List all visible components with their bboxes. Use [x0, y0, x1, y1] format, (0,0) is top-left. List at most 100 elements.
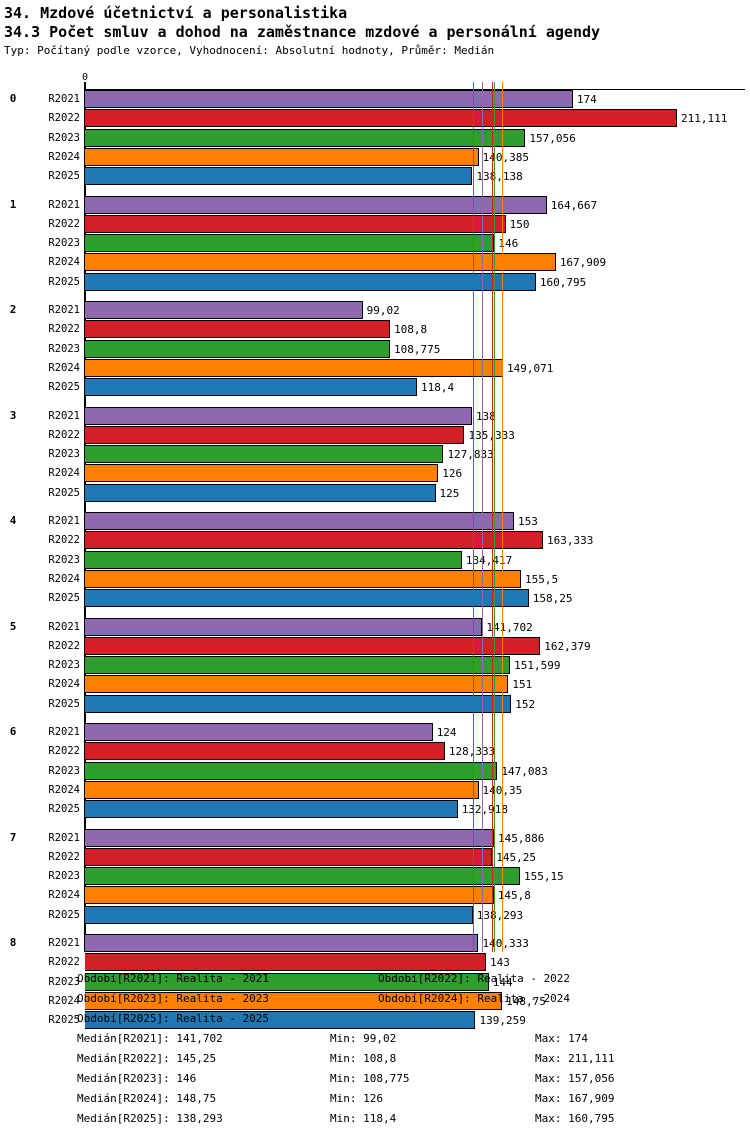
bar-value-label: 134,417 — [465, 553, 513, 567]
bar[interactable] — [85, 867, 521, 886]
bar-row-label: R2024 — [48, 256, 80, 269]
bar[interactable] — [85, 972, 489, 991]
bar[interactable] — [85, 90, 573, 108]
bar[interactable] — [85, 1011, 476, 1030]
bar-value-label: 108,775 — [394, 342, 441, 356]
bar[interactable] — [85, 780, 479, 799]
bar[interactable] — [85, 569, 522, 588]
bar[interactable] — [85, 934, 479, 952]
bar-row-label: R2023 — [48, 342, 80, 355]
median-reference-line — [492, 82, 494, 952]
bar-value-label: 132,918 — [461, 803, 509, 817]
bar[interactable] — [85, 589, 529, 608]
stat-median: Medián[R2023]: 146 — [77, 1072, 197, 1085]
bar[interactable] — [85, 675, 509, 694]
bar-row-label: R2022 — [48, 534, 80, 547]
bar[interactable] — [85, 464, 439, 483]
bar-row-label: R2021 — [48, 726, 80, 738]
bar-value-label: 144 — [492, 975, 513, 989]
bar[interactable] — [85, 617, 483, 636]
bar-value-label: 140,333 — [482, 937, 529, 950]
bar-value-label: 143 — [489, 956, 510, 970]
bar[interactable] — [85, 167, 473, 186]
bar-value-label: 135,333 — [468, 429, 514, 442]
bar-row-label: R2023 — [48, 659, 80, 672]
bar-value-label: 127,833 — [447, 448, 494, 462]
bar-row-label: R2023 — [48, 975, 80, 988]
bar-value-label: 149,071 — [506, 361, 554, 375]
bar[interactable] — [85, 320, 391, 339]
stat-min: Min: 99,02 — [330, 1032, 397, 1045]
bar-row-label: R2021 — [48, 937, 80, 949]
median-reference-line — [494, 82, 496, 952]
bar[interactable] — [85, 214, 506, 233]
bar-row-label: R2024 — [48, 678, 80, 691]
group-index-label: 4 — [9, 514, 17, 527]
bar[interactable] — [85, 800, 458, 819]
bar[interactable] — [85, 723, 433, 741]
bar-row-label: R2025 — [48, 697, 80, 710]
stat-median: Medián[R2024]: 148,75 — [77, 1092, 217, 1105]
bar-row-label: R2025 — [48, 275, 80, 288]
bar-row-label: R2025 — [48, 486, 80, 499]
stat-min: Min: 118,4 — [330, 1112, 397, 1125]
bar[interactable] — [85, 483, 436, 502]
bar-value-label: 140,385 — [482, 150, 529, 164]
bar-value-label: 145,25 — [496, 850, 537, 864]
bar-value-label: 145,886 — [498, 831, 545, 845]
bar-value-label: 211,111 — [680, 112, 728, 126]
bar[interactable] — [85, 445, 444, 464]
bar[interactable] — [85, 636, 541, 655]
bar-row-label: R2023 — [48, 870, 80, 883]
bar-value-label: 162,379 — [544, 639, 591, 653]
bar[interactable] — [85, 694, 512, 713]
bar[interactable] — [85, 425, 465, 444]
bar[interactable] — [85, 828, 495, 847]
bar[interactable] — [85, 550, 462, 569]
bar[interactable] — [85, 272, 536, 291]
bar[interactable] — [85, 195, 547, 214]
bar[interactable] — [85, 905, 473, 924]
bar[interactable] — [85, 761, 498, 780]
bar-row-label: R2025 — [48, 592, 80, 605]
bar-row-label: R2021 — [48, 304, 80, 316]
bar[interactable] — [85, 301, 363, 319]
chart-footer: Období[R2021]: Realita - 2021 Období[R202… — [0, 960, 750, 1136]
bar[interactable] — [85, 128, 526, 147]
bar-value-label: 138,138 — [476, 170, 523, 184]
bar-value-label: 163,333 — [546, 534, 594, 548]
bar-row-label: R2025 — [48, 1014, 80, 1027]
bar[interactable] — [85, 531, 543, 550]
bar[interactable] — [85, 886, 494, 905]
bar-value-label: 108,8 — [394, 323, 428, 337]
bar-row-label: R2022 — [48, 639, 80, 652]
bar[interactable] — [85, 147, 479, 166]
bar[interactable] — [85, 253, 556, 272]
bar-row-label: R2024 — [48, 783, 80, 796]
bar[interactable] — [85, 742, 445, 761]
bar-value-label: 147,083 — [501, 764, 548, 778]
bar-row-label: R2021 — [48, 409, 80, 422]
bar[interactable] — [85, 847, 493, 866]
stat-median: Medián[R2025]: 138,293 — [77, 1112, 223, 1125]
bar-value-label: 124 — [436, 726, 457, 739]
bar[interactable] — [85, 406, 472, 425]
group-index-label: 5 — [9, 619, 17, 633]
bar-value-label: 128,333 — [449, 745, 495, 758]
bar-row-label: R2024 — [48, 467, 80, 480]
bar[interactable] — [85, 991, 503, 1010]
bar-value-label: 174 — [576, 93, 597, 106]
bar[interactable] — [85, 953, 486, 972]
bar[interactable] — [85, 234, 495, 253]
bar-value-label: 99,02 — [366, 304, 400, 317]
bar[interactable] — [85, 512, 514, 530]
stat-min: Min: 108,8 — [330, 1052, 397, 1065]
bar[interactable] — [85, 339, 390, 358]
bar-row-label: R2024 — [48, 361, 80, 374]
bar[interactable] — [85, 378, 417, 397]
bar[interactable] — [85, 109, 677, 128]
bar-row-label: R2021 — [48, 198, 80, 211]
bar[interactable] — [85, 358, 503, 377]
bar-value-label: 150 — [509, 217, 530, 231]
bar[interactable] — [85, 656, 511, 675]
